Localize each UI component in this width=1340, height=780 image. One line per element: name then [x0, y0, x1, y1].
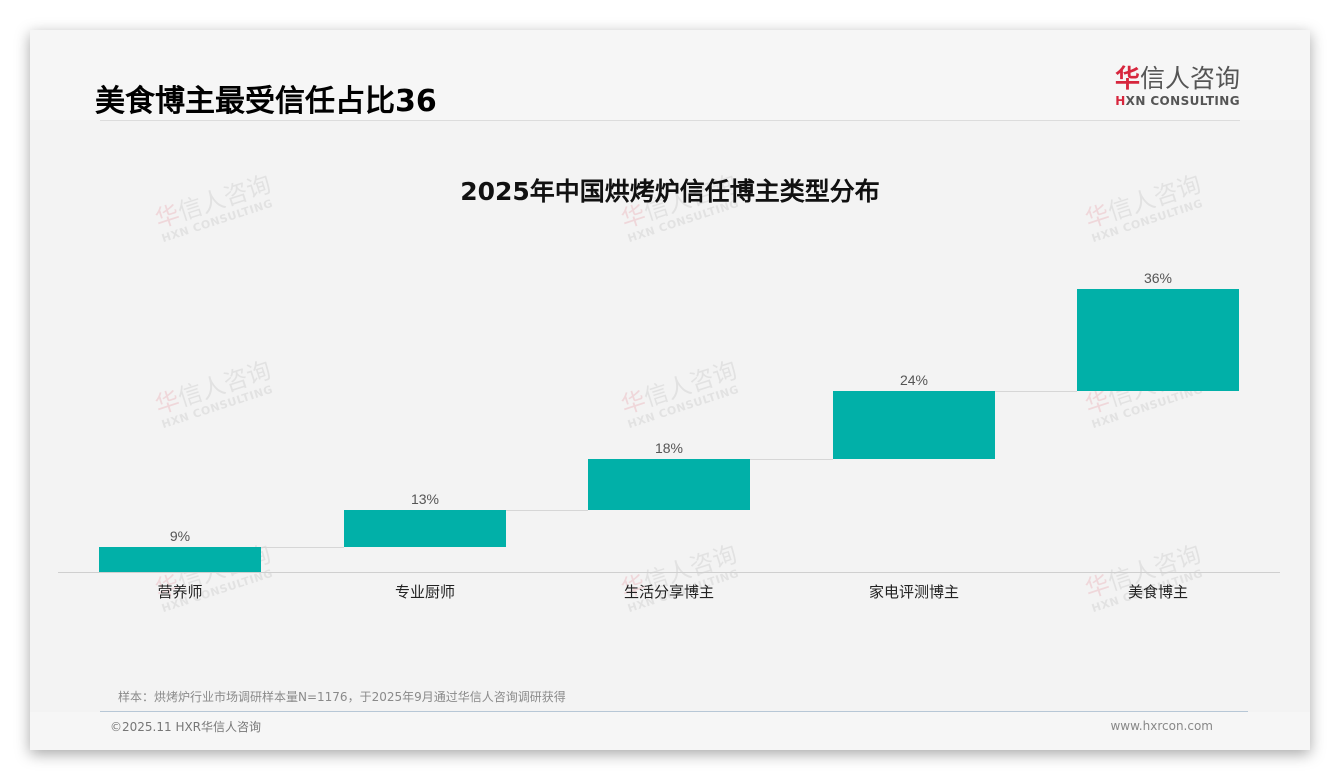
header-divider: [100, 120, 1240, 121]
category-label: 美食博主: [1127, 583, 1188, 601]
bar[interactable]: [1077, 289, 1239, 391]
logo-en-first: H: [1115, 94, 1126, 108]
x-axis-baseline: [58, 572, 1280, 573]
sample-note: 样本：烘烤炉行业市场调研样本量N=1176，于2025年9月通过华信人咨询调研获…: [118, 690, 566, 704]
value-label: 18%: [654, 439, 684, 456]
footer-divider: [100, 711, 1248, 712]
website-link[interactable]: www.hxrcon.com: [1110, 719, 1213, 733]
footer-band: [30, 712, 1310, 750]
logo-cn-first: 华: [1114, 64, 1140, 93]
copyright: ©2025.11 HXR华信人咨询: [110, 720, 262, 734]
bar[interactable]: [344, 509, 506, 547]
connector-line: [506, 509, 588, 511]
category-label: 营养师: [157, 583, 203, 601]
category-label: 专业厨师: [394, 583, 455, 601]
logo-cn-rest: 信人咨询: [1139, 64, 1240, 93]
bar[interactable]: [833, 390, 995, 459]
connector-line: [261, 546, 344, 548]
page-title: 美食博主最受信任占比36: [95, 84, 437, 119]
value-label: 13%: [410, 490, 440, 507]
slide: 美食博主最受信任占比36 华信人咨询 HXN CONSULTING 华信人咨询 H…: [30, 30, 1310, 750]
chart-title: 2025年中国烘烤炉信任博主类型分布: [460, 177, 880, 206]
value-label: 24%: [899, 371, 929, 388]
connector-line: [995, 390, 1077, 392]
logo-en: HXN CONSULTING: [1110, 94, 1240, 108]
category-label: 家电评测博主: [868, 583, 959, 601]
brand-logo: 华信人咨询 HXN CONSULTING: [1110, 64, 1240, 108]
value-label: 36%: [1143, 270, 1173, 286]
logo-cn: 华信人咨询: [1110, 64, 1240, 94]
bar[interactable]: [99, 546, 261, 572]
bar[interactable]: [588, 458, 750, 510]
waterfall-chart: 9% 营养师 13% 专业厨师 18% 生活分享博主 24% 家电评测博主 36% 美食博主: [30, 30, 1310, 750]
connector-line: [750, 458, 833, 460]
header-band: [30, 30, 1310, 120]
value-label: 9%: [169, 527, 191, 544]
logo-en-rest: XN CONSULTING: [1125, 94, 1240, 108]
category-label: 生活分享博主: [623, 583, 714, 601]
